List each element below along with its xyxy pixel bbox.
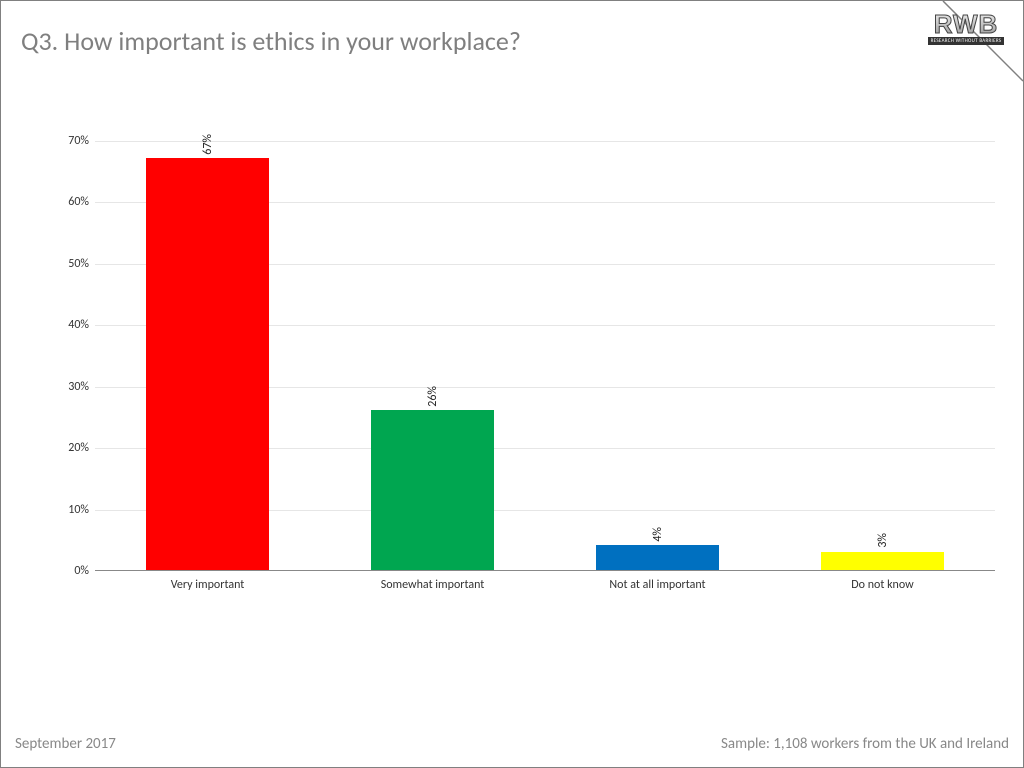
bar: 3% — [821, 552, 945, 570]
plot-area: 0%10%20%30%40%50%60%70%67%Very important… — [95, 141, 995, 571]
y-tick-label: 20% — [55, 441, 89, 455]
x-category-label: Somewhat important — [326, 578, 540, 592]
x-category-label: Do not know — [776, 578, 990, 592]
x-category-label: Very important — [101, 578, 315, 592]
y-tick-label: 0% — [55, 564, 89, 578]
x-category-label: Not at all important — [551, 578, 765, 592]
grid-line — [95, 141, 995, 142]
chart-title: Q3. How important is ethics in your work… — [21, 25, 521, 57]
slide-frame: Q3. How important is ethics in your work… — [0, 0, 1024, 768]
bar-chart: 0% 10% 20% 30% 40% 50% 60% 70% 67% Very important… — [55, 131, 995, 611]
logo-subtext: RESEARCH WITHOUT BARRIERS — [928, 37, 1005, 45]
y-tick-label: 10% — [55, 503, 89, 517]
bar-value-label: 3% — [876, 533, 890, 548]
logo-text: RWB — [934, 13, 999, 35]
y-tick-label: 50% — [55, 257, 89, 271]
y-tick-label: 60% — [55, 195, 89, 209]
bar: 26% — [371, 410, 495, 570]
bar: 67% — [146, 158, 270, 570]
bar-value-label: 26% — [426, 386, 440, 407]
y-tick-label: 30% — [55, 380, 89, 394]
bar-value-label: 4% — [651, 527, 665, 542]
footer-date: September 2017 — [15, 735, 116, 753]
bar-value-label: 67% — [201, 134, 215, 155]
footer-sample: Sample: 1,108 workers from the UK and Ir… — [721, 735, 1009, 753]
logo: RWB RESEARCH WITHOUT BARRIERS — [923, 9, 1009, 49]
y-tick-label: 70% — [55, 134, 89, 148]
y-tick-label: 40% — [55, 318, 89, 332]
bar: 4% — [596, 545, 720, 570]
